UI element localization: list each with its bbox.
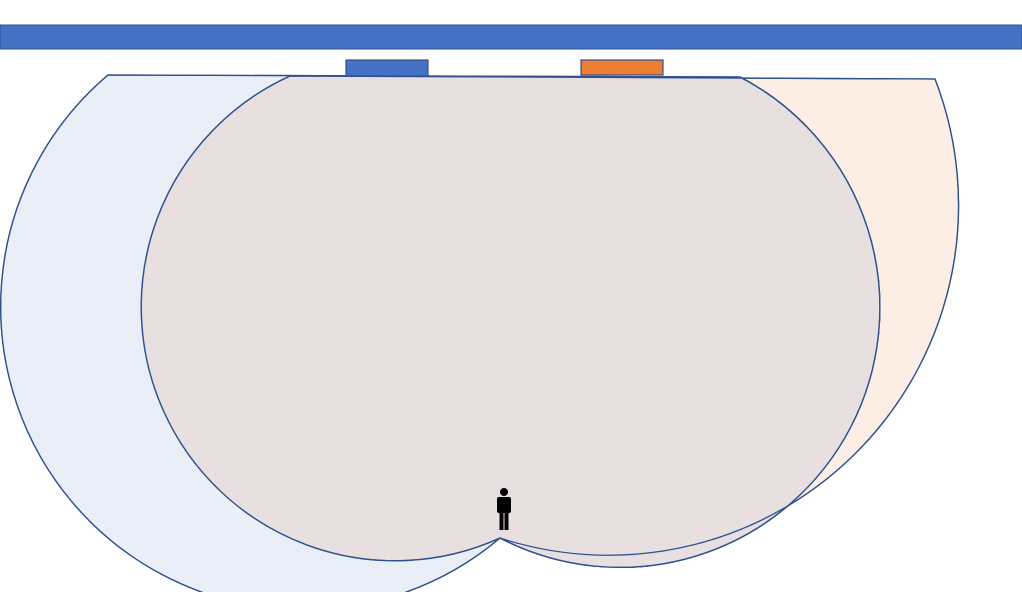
right-sensor-orange	[580, 59, 664, 76]
overlap-coverage-zone	[140, 75, 881, 568]
left-sensor-blue	[345, 59, 429, 77]
ceiling-bar	[0, 24, 1022, 50]
right-zone-outline	[140, 75, 960, 562]
left-zone-outline	[0, 74, 881, 592]
person-icon	[497, 488, 511, 530]
